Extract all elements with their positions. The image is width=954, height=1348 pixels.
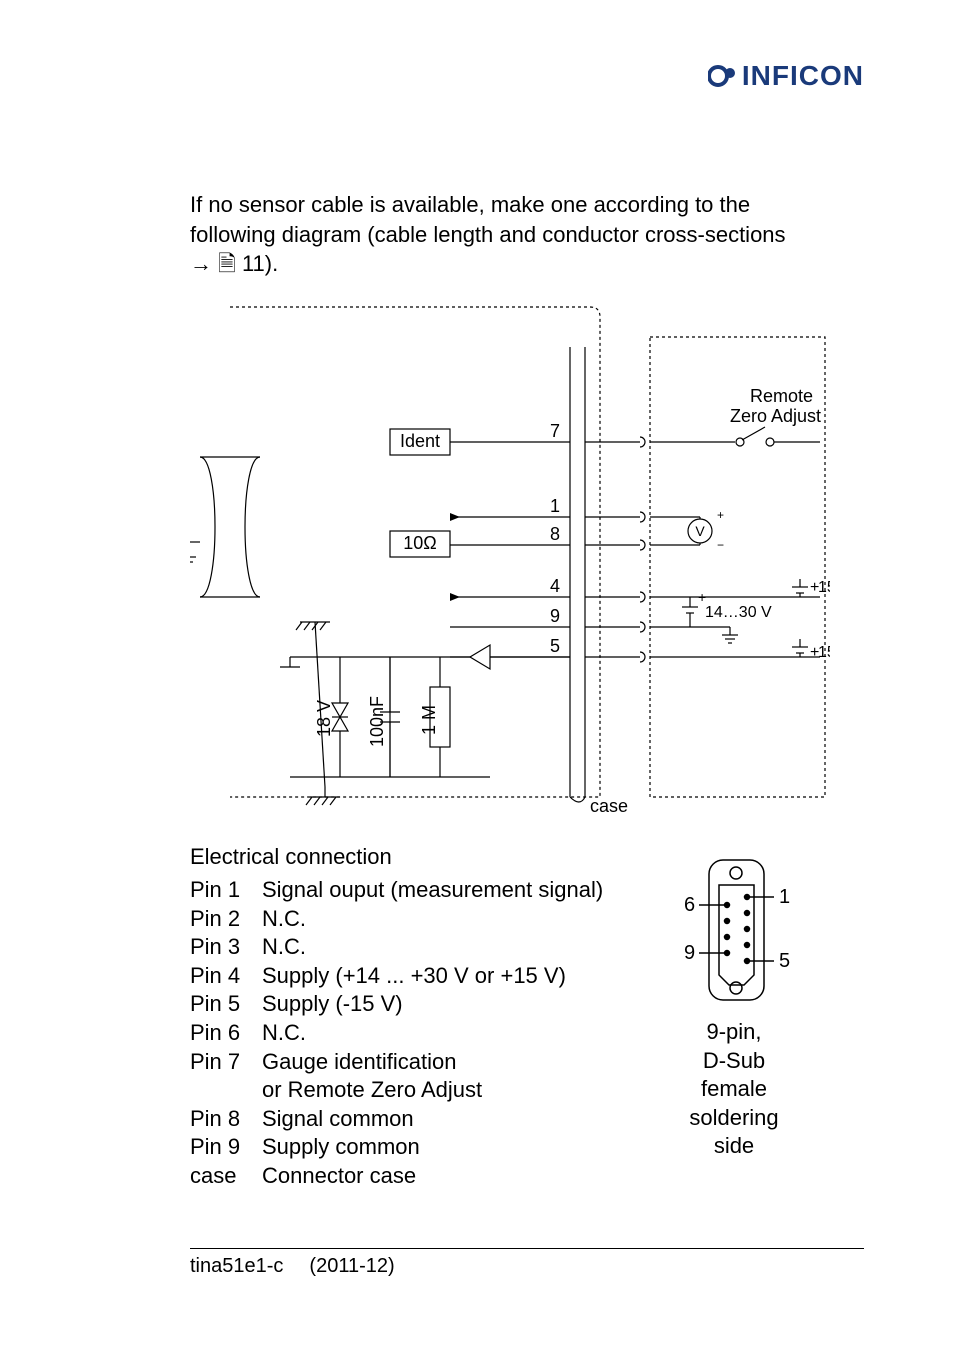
lbl-pin4: 4 — [550, 576, 560, 596]
conn-pin1: 1 — [779, 886, 790, 908]
conn-pin9: 9 — [684, 942, 695, 964]
lbl-pin7: 7 — [550, 421, 560, 441]
footer-doc: tina51e1-c — [190, 1255, 283, 1278]
pin-row: caseConnector case — [190, 1162, 864, 1191]
intro-line: → 🗎 11). — [190, 249, 864, 279]
brand-name: INFICON — [742, 60, 864, 92]
logo-mark-icon — [708, 61, 738, 91]
svg-text:+: + — [717, 508, 724, 522]
footer-date: (2011-12) — [309, 1255, 394, 1278]
brand-logo: INFICON — [708, 60, 864, 92]
doc-ref-icon: 🗎 — [218, 251, 236, 276]
lbl-1m: 1 M — [419, 705, 439, 735]
lbl-vrange: 14…30 V — [705, 604, 772, 621]
connector-caption: 9-pin, D-Sub female soldering side — [634, 1018, 834, 1161]
lbl-case: case — [590, 796, 628, 816]
lbl-pin5: 5 — [550, 636, 560, 656]
lbl-pin9: 9 — [550, 606, 560, 626]
connector-figure: 1 5 6 9 9-pin, D-Sub female soldering si… — [634, 855, 834, 1161]
lbl-18v: 18 V — [314, 700, 334, 737]
intro-line: following diagram (cable length and cond… — [190, 220, 864, 250]
svg-text:−: − — [717, 538, 724, 552]
svg-text:+: + — [698, 589, 706, 605]
page-footer: tina51e1-c (2011-12) — [190, 1248, 864, 1278]
lbl-ident: Ident — [400, 431, 440, 451]
lbl-15v-b: 15 V — [818, 644, 830, 661]
conn-pin6: 6 — [684, 894, 695, 916]
lbl-10ohm: 10Ω — [403, 533, 436, 553]
lbl-pin8: 8 — [550, 524, 560, 544]
lbl-remote2: Zero Adjust — [730, 406, 821, 426]
svg-text:V: V — [695, 523, 705, 539]
lbl-remote1: Remote — [750, 386, 813, 406]
circuit-diagram: V + − — [190, 297, 864, 822]
intro-paragraph: If no sensor cable is available, make on… — [190, 190, 864, 279]
conn-pin5: 5 — [779, 950, 790, 972]
intro-line: If no sensor cable is available, make on… — [190, 190, 864, 220]
lbl-pin1: 1 — [550, 496, 560, 516]
lbl-15v-a: 15 V — [818, 579, 830, 596]
lbl-100nf: 100nF — [367, 696, 387, 747]
